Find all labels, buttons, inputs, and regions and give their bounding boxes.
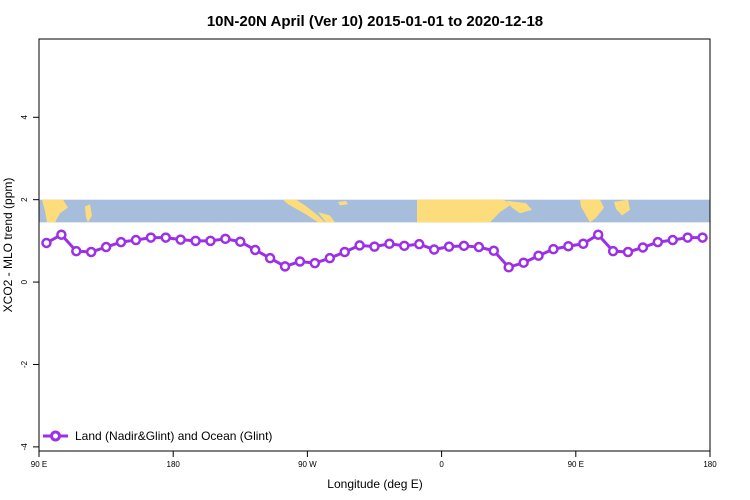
data-point bbox=[384, 238, 395, 250]
data-point bbox=[354, 240, 365, 251]
data-point bbox=[324, 252, 336, 264]
data-point bbox=[697, 232, 708, 243]
y-tick-label: 4 bbox=[20, 115, 29, 120]
land-india bbox=[580, 199, 604, 223]
x-tick-label: 90 W bbox=[298, 460, 317, 469]
series-layer bbox=[41, 229, 708, 273]
land-africa bbox=[417, 199, 510, 223]
data-point bbox=[488, 245, 500, 257]
data-point bbox=[71, 245, 82, 257]
data-point bbox=[682, 232, 693, 243]
chart-title: 10N-20N April (Ver 10) 2015-01-01 to 202… bbox=[207, 13, 543, 30]
data-point bbox=[220, 233, 231, 245]
data-point bbox=[503, 261, 514, 273]
data-point bbox=[637, 242, 649, 253]
y-tick-label: 2 bbox=[20, 197, 29, 202]
data-point bbox=[428, 244, 440, 255]
data-point bbox=[279, 261, 291, 272]
land-caribbean bbox=[338, 200, 348, 206]
x-tick-label: 90 E bbox=[31, 460, 47, 469]
data-point bbox=[85, 246, 97, 258]
data-point bbox=[175, 234, 186, 245]
legend-label: Land (Nadir&Glint) and Ocean (Glint) bbox=[75, 429, 272, 443]
data-point bbox=[458, 240, 470, 252]
data-point bbox=[190, 235, 201, 247]
data-point bbox=[205, 235, 216, 247]
ocean-area bbox=[39, 199, 710, 223]
legend: Land (Nadir&Glint) and Ocean (Glint) bbox=[43, 429, 272, 443]
y-axis-label: XCO2 - MLO trend (ppm) bbox=[1, 178, 15, 313]
data-point bbox=[563, 240, 574, 252]
data-point bbox=[369, 241, 380, 252]
data-point bbox=[41, 237, 52, 249]
land-philippines bbox=[85, 204, 92, 223]
data-point bbox=[235, 236, 246, 247]
data-point bbox=[592, 229, 604, 240]
x-tick-label: 180 bbox=[167, 460, 181, 469]
data-point bbox=[115, 236, 127, 248]
x-tick-label: 90 E bbox=[568, 460, 584, 469]
data-point bbox=[667, 234, 678, 246]
data-point bbox=[56, 229, 67, 240]
data-point bbox=[294, 256, 306, 267]
land-indochina bbox=[42, 199, 68, 223]
data-point bbox=[473, 241, 485, 253]
plot-frame bbox=[38, 38, 711, 452]
data-point bbox=[533, 250, 544, 261]
land-mexico bbox=[283, 199, 325, 223]
data-point bbox=[518, 257, 529, 268]
land-arabia bbox=[506, 200, 532, 214]
data-point bbox=[399, 240, 410, 252]
data-point bbox=[413, 238, 425, 250]
x-axis-label: Longitude (deg E) bbox=[327, 477, 422, 491]
data-point bbox=[249, 244, 261, 256]
y-tick-label: -4 bbox=[20, 443, 29, 451]
legend-marker bbox=[50, 430, 61, 442]
land-indochina-east bbox=[614, 199, 630, 216]
data-point bbox=[145, 232, 157, 243]
data-point bbox=[100, 241, 112, 253]
data-point bbox=[443, 241, 455, 252]
y-axis: -4 -2 0 2 4 bbox=[20, 115, 39, 451]
x-tick-label: 0 bbox=[439, 460, 444, 469]
data-point bbox=[309, 257, 321, 269]
data-point bbox=[160, 232, 171, 243]
map-band bbox=[39, 199, 710, 223]
land-central-america bbox=[318, 212, 335, 223]
y-tick-label: -2 bbox=[20, 360, 29, 368]
x-tick-label: 180 bbox=[703, 460, 717, 469]
data-point bbox=[548, 243, 559, 255]
data-point bbox=[264, 252, 276, 264]
data-point bbox=[130, 234, 142, 246]
y-tick-label: 0 bbox=[20, 279, 29, 284]
data-point bbox=[622, 246, 634, 258]
x-axis: 90 E 180 90 W 0 90 E 180 bbox=[31, 451, 717, 469]
data-point bbox=[652, 236, 664, 248]
data-point bbox=[339, 246, 350, 258]
data-point bbox=[578, 238, 589, 250]
data-point bbox=[607, 245, 619, 257]
